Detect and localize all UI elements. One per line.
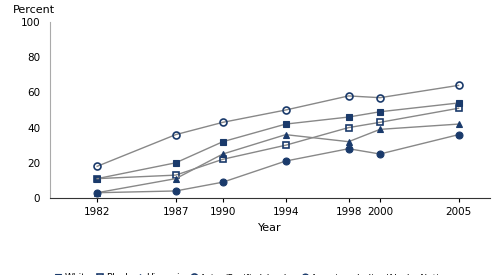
Text: Percent: Percent [12,5,54,15]
X-axis label: Year: Year [258,222,282,233]
Legend: White, Black, Hispanic, Asian/Pacific Islander, American Indian/Alaska Native: White, Black, Hispanic, Asian/Pacific Is… [51,270,454,275]
